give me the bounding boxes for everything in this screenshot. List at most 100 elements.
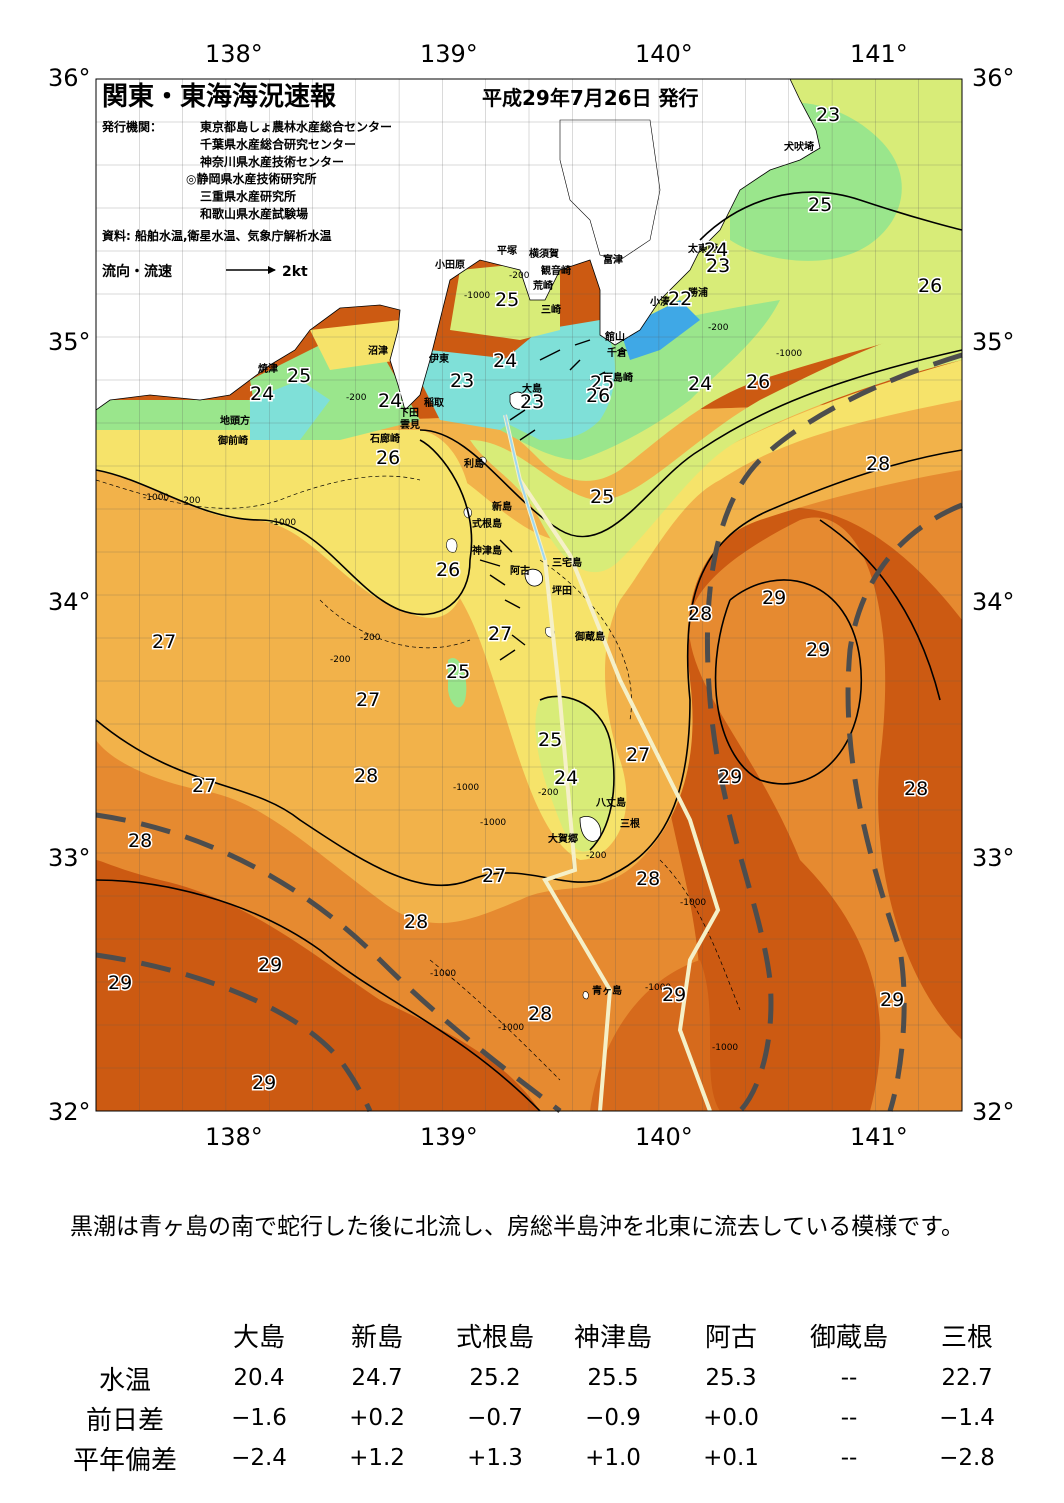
- isotherm-label: 28: [354, 765, 378, 787]
- depth-label: -1000: [143, 493, 169, 503]
- place-name: 阿古: [510, 564, 530, 577]
- depth-label: -1000: [498, 1023, 524, 1033]
- oshima-island: [509, 391, 527, 410]
- isotherm-label: 28: [904, 778, 928, 800]
- agency-list: 東京都島しょ農林水産総合センター千葉県水産総合研究センター神奈川県水産技術センタ…: [186, 119, 392, 221]
- isotherm-label: 24: [704, 239, 728, 261]
- row-label: 前日差: [85, 1405, 164, 1436]
- isotherm-label: 22: [668, 288, 692, 310]
- station-header-row: 大島 新島 式根島 神津島 阿古 御蔵島 三根: [50, 1312, 1026, 1358]
- depth-label: -200: [346, 393, 367, 403]
- depth-label: -200: [360, 633, 381, 643]
- sst-band-25: [535, 696, 614, 852]
- isotherm-label: 25: [538, 729, 562, 751]
- agency-name: 和歌山県水産試験場: [199, 206, 308, 221]
- isotherm-label: 27: [488, 623, 512, 645]
- lon-label-bottom: 139°: [420, 1123, 478, 1151]
- value-cell: 25.3: [705, 1365, 757, 1391]
- lon-label-top: 138°: [205, 40, 263, 68]
- place-name: 太東崎: [687, 242, 718, 255]
- graticule: [96, 79, 962, 1111]
- place-name: 焼津: [258, 362, 278, 375]
- value-cell: 25.2: [469, 1365, 521, 1391]
- observation-row: 水温 20.4 24.7 25.2 25.5 25.3 -- 22.7: [50, 1358, 1026, 1398]
- place-name: 八丈島: [595, 796, 626, 809]
- isotherm-label: 23: [816, 104, 840, 126]
- data-source: 資料: 船舶水温,衛星水温、気象庁解析水温: [102, 228, 332, 243]
- isotherm-label: 24: [688, 373, 712, 395]
- lon-label-top: 140°: [635, 40, 693, 68]
- isotherm-label: 27: [192, 775, 216, 797]
- depth-label: -200: [708, 323, 729, 333]
- agency-name: 東京都島しょ農林水産総合センター: [200, 119, 392, 134]
- sea-condition-map: 138° 138° 139° 139° 140° 140° 141° 141° 36° 36° 35…: [48, 40, 1015, 1151]
- sst-band-22: [620, 300, 700, 360]
- isotherm-label: 23: [450, 370, 474, 392]
- lat-label-right: 33°: [972, 844, 1015, 872]
- isotherm-label: 26: [586, 385, 610, 407]
- place-name: 野島崎: [603, 371, 633, 384]
- isotherm-contours: [95, 191, 963, 1112]
- place-name: 沼津: [368, 344, 388, 357]
- isotherm-label: 29: [252, 1072, 276, 1094]
- agency-name: 神奈川県水産技術センター: [200, 154, 344, 169]
- value-cell: --: [840, 1365, 858, 1391]
- isotherm-label: 24: [378, 390, 402, 412]
- isotherm-label: 28: [528, 1003, 552, 1025]
- place-name: 小田原: [434, 258, 465, 271]
- isotherm-label: 24: [554, 767, 578, 789]
- place-name: 大島: [522, 382, 542, 395]
- isotherm-label: 24: [493, 350, 517, 372]
- row-label: 平年偏差: [72, 1445, 177, 1476]
- lat-label-left: 34°: [48, 588, 91, 616]
- isotherm-label: 26: [376, 447, 400, 469]
- isotherm-label: 28: [688, 603, 712, 625]
- place-name: 雲見: [400, 419, 420, 431]
- value-cell: −2.4: [231, 1445, 287, 1471]
- isotherm-label: 24: [250, 383, 274, 405]
- isotherm-label: 26: [436, 559, 460, 581]
- value-cell: 22.7: [941, 1365, 993, 1391]
- depth-label: -1000: [680, 898, 706, 908]
- station-header: 阿古: [704, 1322, 757, 1353]
- isotherm-label: 29: [718, 766, 742, 788]
- value-cell: −1.4: [939, 1405, 995, 1431]
- place-name: 荒崎: [532, 279, 553, 292]
- isotherm-label: 27: [482, 865, 506, 887]
- depth-label: -200: [538, 788, 559, 798]
- depth-label: -200: [586, 851, 607, 861]
- isotherm-label: 28: [636, 868, 660, 890]
- lon-label-bottom: 141°: [850, 1123, 908, 1151]
- isotherm-label: 25: [808, 194, 832, 216]
- observation-row: 平年偏差 −2.4 +1.2 +1.3 +1.0 +0.1 -- −2.8: [50, 1438, 1026, 1478]
- observation-table: 大島 新島 式根島 神津島 阿古 御蔵島 三根 水温 20.4 24.7 25.2 25.5 25.3…: [50, 1312, 1026, 1478]
- isotherm-label: 26: [746, 371, 770, 393]
- agency-name: 千葉県水産総合研究センター: [200, 136, 356, 151]
- value-cell: −1.6: [231, 1405, 287, 1431]
- place-name: 平塚: [497, 244, 517, 257]
- isotherm-label: 25: [287, 365, 311, 387]
- place-name: 横須賀: [529, 247, 559, 260]
- place-name: 坪田: [552, 584, 572, 597]
- value-cell: +0.2: [349, 1405, 405, 1431]
- isotherm-label: 25: [590, 372, 614, 394]
- place-name: 利島: [464, 457, 484, 470]
- lat-label-right: 34°: [972, 588, 1015, 616]
- isotherm-label: 28: [404, 911, 428, 933]
- place-name: 新島: [492, 500, 512, 513]
- miyake-island: [524, 568, 543, 587]
- depth-label: -1000: [270, 518, 296, 528]
- depth-label: -1000: [453, 783, 479, 793]
- station-header: 三根: [940, 1322, 993, 1353]
- isotherm-label: 29: [880, 989, 904, 1011]
- station-header: 大島: [232, 1322, 285, 1353]
- agency-name: ◎静岡県水産技術研究所: [186, 171, 316, 186]
- lat-label-right: 32°: [972, 1098, 1015, 1126]
- isotherm-label: 29: [258, 954, 282, 976]
- isotherm-label: 29: [762, 587, 786, 609]
- issue-date: 平成29年7月26日 発行: [482, 86, 699, 110]
- current-scale-label: 2kt: [282, 264, 308, 280]
- lon-label-top: 141°: [850, 40, 908, 68]
